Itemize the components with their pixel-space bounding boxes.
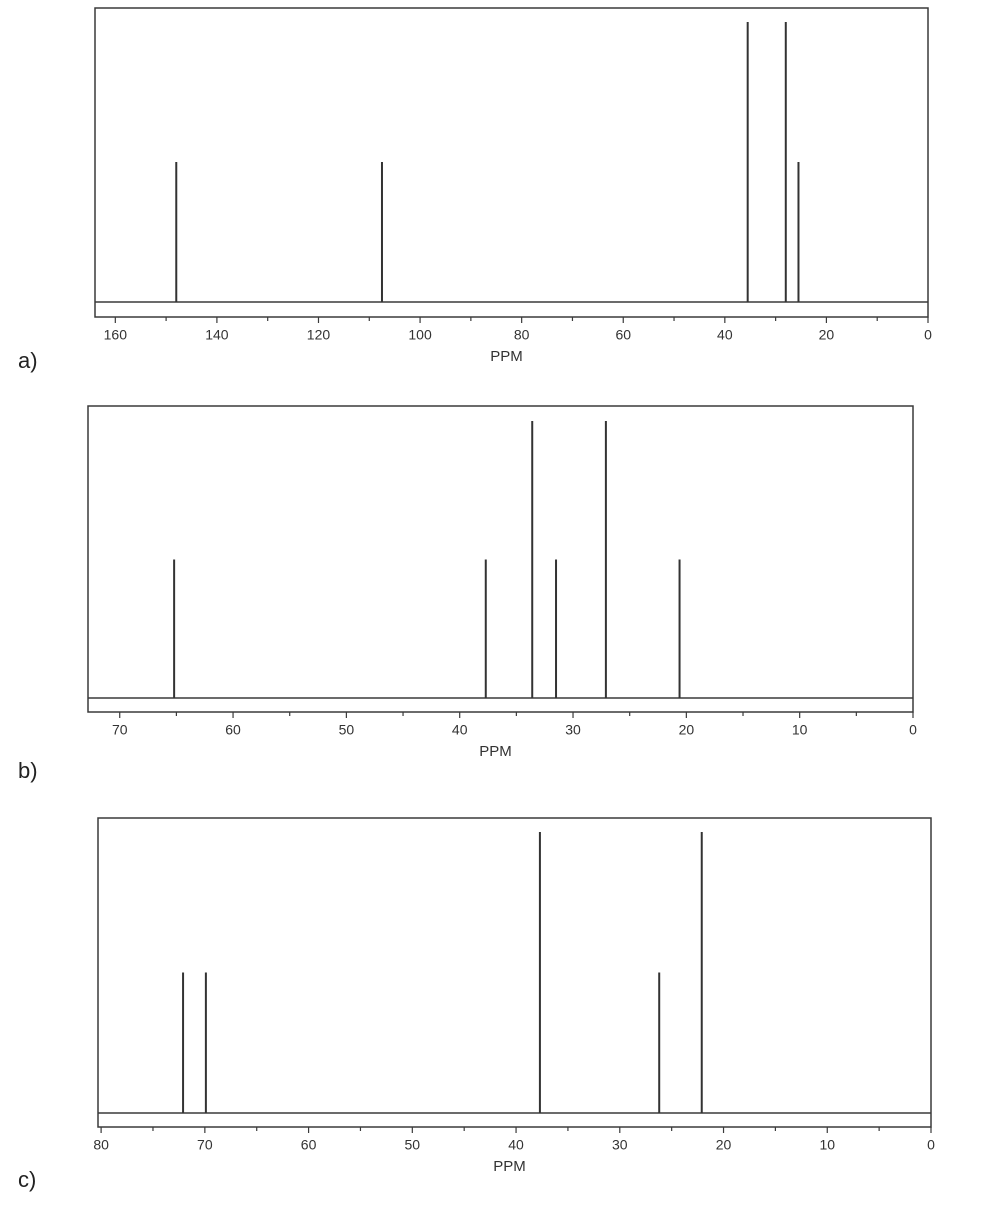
panel-label: c) xyxy=(18,1167,36,1192)
x-tick-label: 10 xyxy=(819,1137,835,1153)
x-tick-label: 30 xyxy=(565,722,581,738)
x-tick-label: 20 xyxy=(819,327,835,343)
panel-label: b) xyxy=(18,758,38,783)
plot-frame xyxy=(94,7,929,318)
x-tick-label: 50 xyxy=(405,1137,421,1153)
x-tick-label: 120 xyxy=(307,327,331,343)
x-tick-label: 60 xyxy=(225,722,241,738)
x-tick-label: 40 xyxy=(452,722,468,738)
x-tick-label: 60 xyxy=(615,327,631,343)
x-tick-label: 0 xyxy=(924,327,932,343)
x-tick-label: 80 xyxy=(93,1137,109,1153)
spectrum-panel-1: 160 140 120 100 80 60 40 20 0 PPM a) xyxy=(18,7,932,373)
x-axis-title: PPM xyxy=(490,348,523,365)
x-tick-label: 10 xyxy=(792,722,808,738)
plot-frame xyxy=(97,817,932,1128)
plot-frame xyxy=(87,405,914,713)
x-tick-label: 0 xyxy=(909,722,917,738)
x-tick-label: 30 xyxy=(612,1137,628,1153)
x-tick-label: 100 xyxy=(408,327,432,343)
x-tick-label: 40 xyxy=(717,327,733,343)
x-tick-label: 0 xyxy=(927,1137,935,1153)
x-tick-label: 80 xyxy=(514,327,530,343)
x-axis-title: PPM xyxy=(493,1158,526,1175)
x-tick-label: 20 xyxy=(716,1137,732,1153)
x-tick-label: 70 xyxy=(197,1137,213,1153)
x-axis-title: PPM xyxy=(479,743,512,760)
spectrum-panel-2: 70 60 50 40 30 20 10 0 PPM b) xyxy=(18,405,917,783)
x-tick-label: 20 xyxy=(679,722,695,738)
x-tick-label: 40 xyxy=(508,1137,524,1153)
x-tick-label: 160 xyxy=(104,327,128,343)
x-tick-label: 70 xyxy=(112,722,128,738)
panel-label: a) xyxy=(18,348,38,373)
x-tick-label: 140 xyxy=(205,327,229,343)
spectrum-panel-3: 80 70 60 50 40 30 20 10 0 PPM c) xyxy=(18,817,935,1192)
x-tick-label: 50 xyxy=(339,722,355,738)
x-tick-label: 60 xyxy=(301,1137,317,1153)
